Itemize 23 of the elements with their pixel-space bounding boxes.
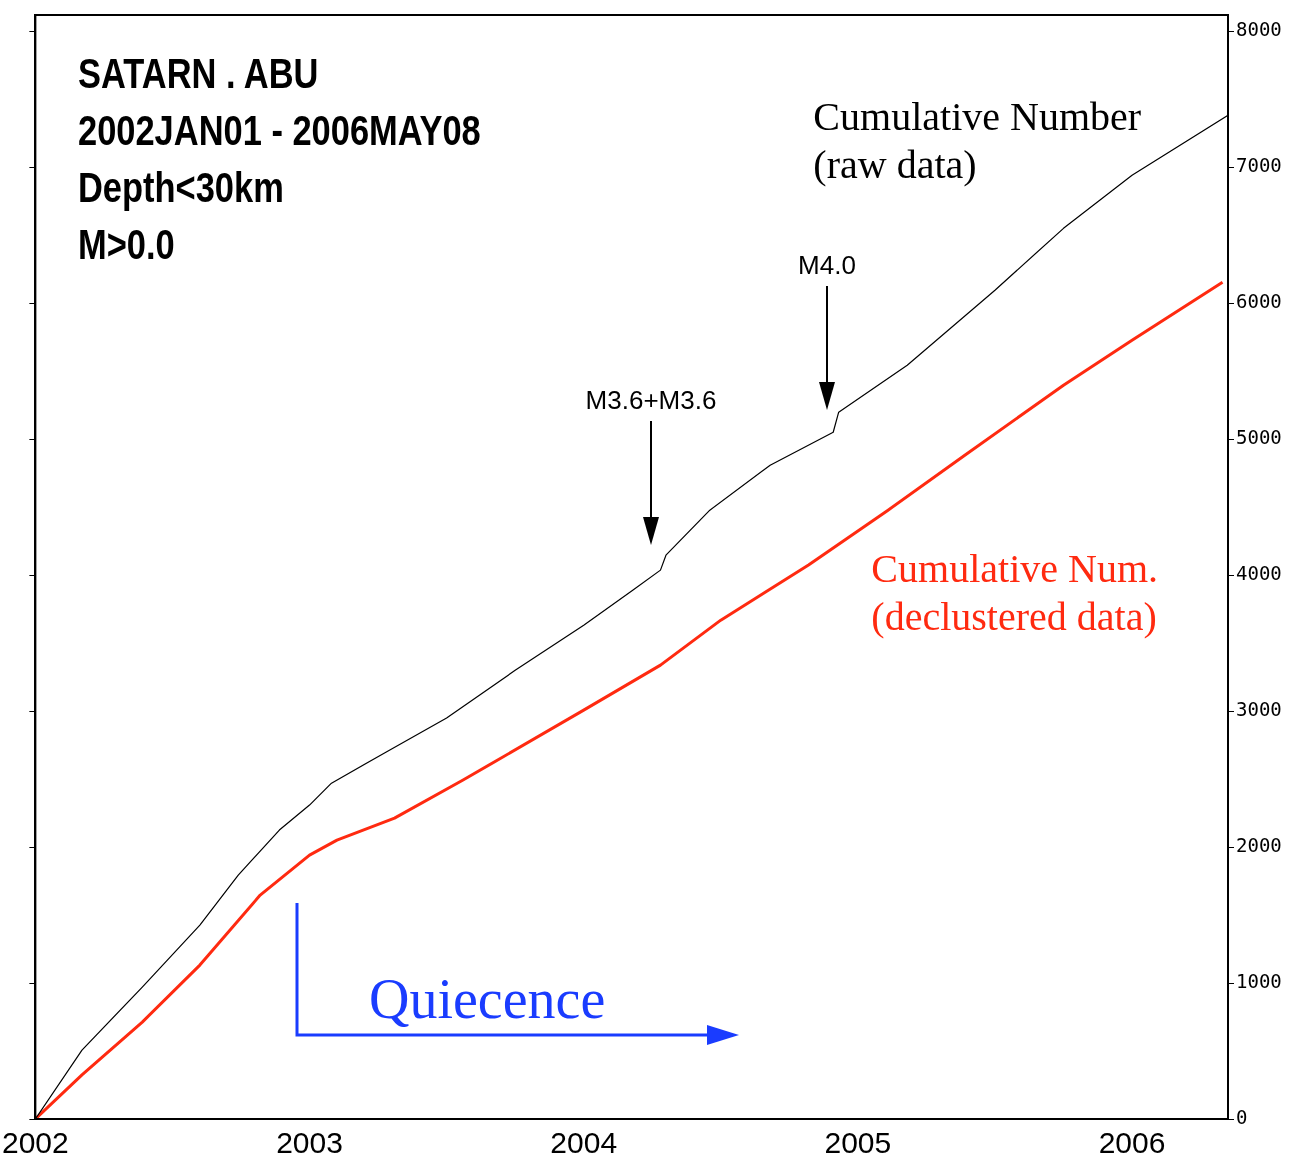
y-tick-label: 3000 <box>1236 698 1282 721</box>
x-tick-label: 2005 <box>824 1126 892 1160</box>
annotation: Quiecence <box>369 967 606 1031</box>
annotation: Depth<30km <box>78 163 285 213</box>
y-tick-label: 1000 <box>1236 969 1282 992</box>
y-tick-label: 6000 <box>1236 290 1282 313</box>
y-tick-label: 4000 <box>1236 562 1282 585</box>
x-tick-label: 2002 <box>1 1126 69 1160</box>
y-tick-label: 0 <box>1236 1105 1248 1128</box>
series-label: Cumulative Num. (declustered data) <box>871 545 1158 641</box>
x-tick-label: 2006 <box>1098 1126 1166 1160</box>
annotation: SATARN . ABU <box>78 49 319 99</box>
annotation: M3.6+M3.6 <box>585 385 717 416</box>
annotation: M4.0 <box>798 250 856 281</box>
annotation: M>0.0 <box>78 220 176 270</box>
y-tick-label: 2000 <box>1236 834 1282 857</box>
x-tick-label: 2003 <box>276 1126 343 1160</box>
y-tick-label: 8000 <box>1236 18 1282 41</box>
series-label: Cumulative Number (raw data) <box>813 93 1142 189</box>
x-tick-label: 2004 <box>550 1126 618 1160</box>
y-tick-label: 7000 <box>1236 154 1282 177</box>
annotation: 2002JAN01 - 2006MAY08 <box>78 106 482 156</box>
y-tick-label: 5000 <box>1236 426 1282 449</box>
